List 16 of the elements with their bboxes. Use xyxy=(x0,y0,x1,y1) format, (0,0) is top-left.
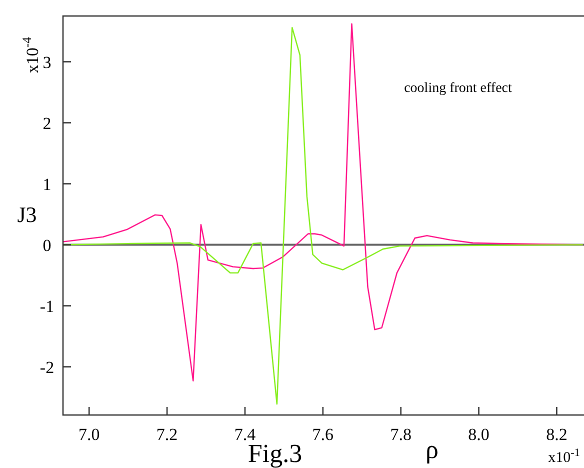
x-tick-label: 8.0 xyxy=(468,425,490,444)
x-tick-label: 7.2 xyxy=(156,425,178,444)
y-tick-label: 0 xyxy=(42,236,52,255)
annotation: cooling front effect xyxy=(404,81,512,96)
x-tick-label: 7.8 xyxy=(390,425,412,444)
y-tick-label: -1 xyxy=(40,296,54,316)
y-tick-label: 3 xyxy=(42,52,52,72)
x-axis-title: ρ xyxy=(426,435,438,464)
text: x10$^{-1}$ xyxy=(548,447,580,466)
y-axis-title: J3 xyxy=(17,202,37,227)
y-tick-label: 1 xyxy=(42,174,52,194)
y-tick-label: -2 xyxy=(40,358,54,377)
x-tick-label: 7.6 xyxy=(312,425,334,444)
x-tick-label: 7.0 xyxy=(78,425,100,444)
x-tick-label: 8.2 xyxy=(546,425,568,444)
y-tick-label: 2 xyxy=(42,114,52,133)
